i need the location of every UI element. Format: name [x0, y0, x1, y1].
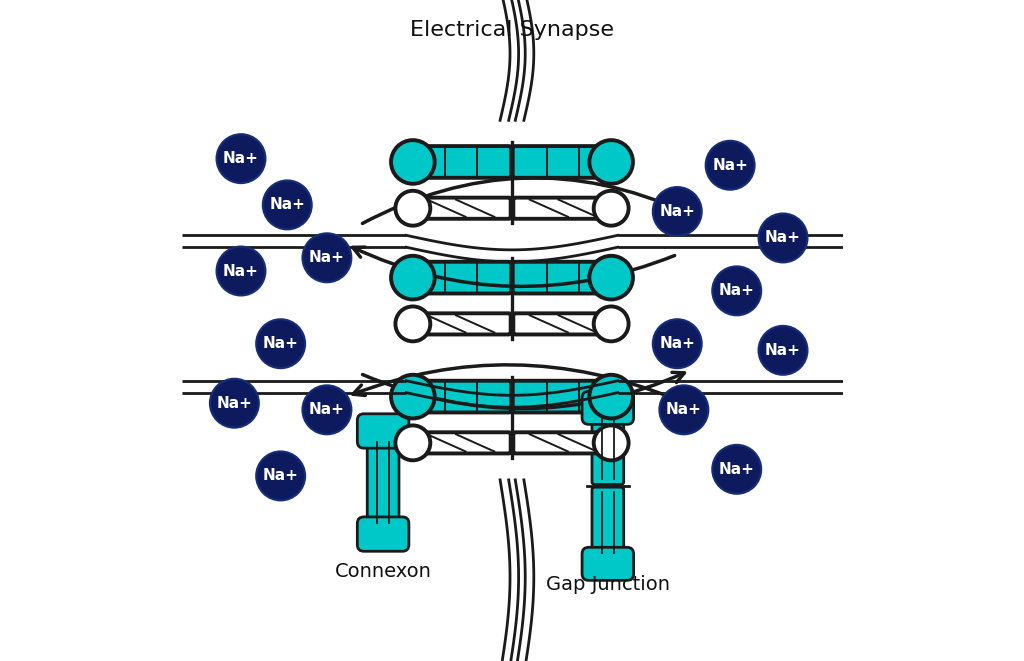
- Circle shape: [216, 134, 265, 183]
- FancyBboxPatch shape: [513, 198, 613, 219]
- Text: Electrical Synapse: Electrical Synapse: [410, 20, 614, 40]
- Circle shape: [759, 326, 808, 375]
- Circle shape: [391, 140, 434, 184]
- FancyBboxPatch shape: [592, 487, 624, 559]
- Circle shape: [395, 426, 430, 460]
- FancyBboxPatch shape: [582, 391, 634, 424]
- Text: Na+: Na+: [659, 336, 695, 351]
- FancyBboxPatch shape: [592, 413, 624, 485]
- FancyBboxPatch shape: [411, 432, 511, 453]
- FancyBboxPatch shape: [411, 198, 511, 219]
- Circle shape: [590, 140, 633, 184]
- FancyBboxPatch shape: [513, 313, 613, 334]
- Circle shape: [659, 385, 709, 434]
- Circle shape: [256, 319, 305, 368]
- Text: Na+: Na+: [666, 403, 701, 417]
- FancyBboxPatch shape: [513, 146, 613, 178]
- Text: Na+: Na+: [223, 151, 259, 166]
- Text: Na+: Na+: [713, 158, 749, 173]
- Text: Na+: Na+: [719, 462, 755, 477]
- Text: Connexon: Connexon: [335, 562, 431, 581]
- Circle shape: [590, 375, 633, 418]
- Text: Gap Junction: Gap Junction: [546, 575, 670, 594]
- Circle shape: [302, 385, 351, 434]
- FancyBboxPatch shape: [357, 517, 409, 551]
- Text: Na+: Na+: [719, 284, 755, 298]
- Circle shape: [263, 180, 311, 229]
- Circle shape: [706, 141, 755, 190]
- Circle shape: [210, 379, 259, 428]
- Text: Na+: Na+: [223, 264, 259, 278]
- Circle shape: [256, 451, 305, 500]
- Text: Na+: Na+: [263, 336, 299, 351]
- Text: Na+: Na+: [263, 469, 299, 483]
- Circle shape: [713, 445, 761, 494]
- Text: Na+: Na+: [309, 251, 345, 265]
- FancyBboxPatch shape: [513, 432, 613, 453]
- Text: Na+: Na+: [659, 204, 695, 219]
- Circle shape: [759, 214, 808, 262]
- FancyBboxPatch shape: [368, 437, 399, 528]
- FancyBboxPatch shape: [411, 146, 511, 178]
- FancyBboxPatch shape: [411, 381, 511, 412]
- FancyBboxPatch shape: [513, 262, 613, 293]
- Text: Na+: Na+: [216, 396, 252, 410]
- Text: Na+: Na+: [765, 343, 801, 358]
- Circle shape: [594, 307, 629, 341]
- Circle shape: [391, 256, 434, 299]
- Circle shape: [395, 191, 430, 225]
- Circle shape: [713, 266, 761, 315]
- Circle shape: [594, 191, 629, 225]
- Circle shape: [302, 233, 351, 282]
- FancyBboxPatch shape: [411, 262, 511, 293]
- Text: Na+: Na+: [765, 231, 801, 245]
- FancyBboxPatch shape: [357, 414, 409, 448]
- Circle shape: [652, 187, 701, 236]
- Circle shape: [395, 307, 430, 341]
- FancyBboxPatch shape: [513, 381, 613, 412]
- FancyBboxPatch shape: [411, 313, 511, 334]
- Text: Na+: Na+: [269, 198, 305, 212]
- Text: Na+: Na+: [309, 403, 345, 417]
- Circle shape: [652, 319, 701, 368]
- Circle shape: [216, 247, 265, 295]
- FancyBboxPatch shape: [582, 547, 634, 580]
- Circle shape: [391, 375, 434, 418]
- Circle shape: [594, 426, 629, 460]
- Circle shape: [590, 256, 633, 299]
